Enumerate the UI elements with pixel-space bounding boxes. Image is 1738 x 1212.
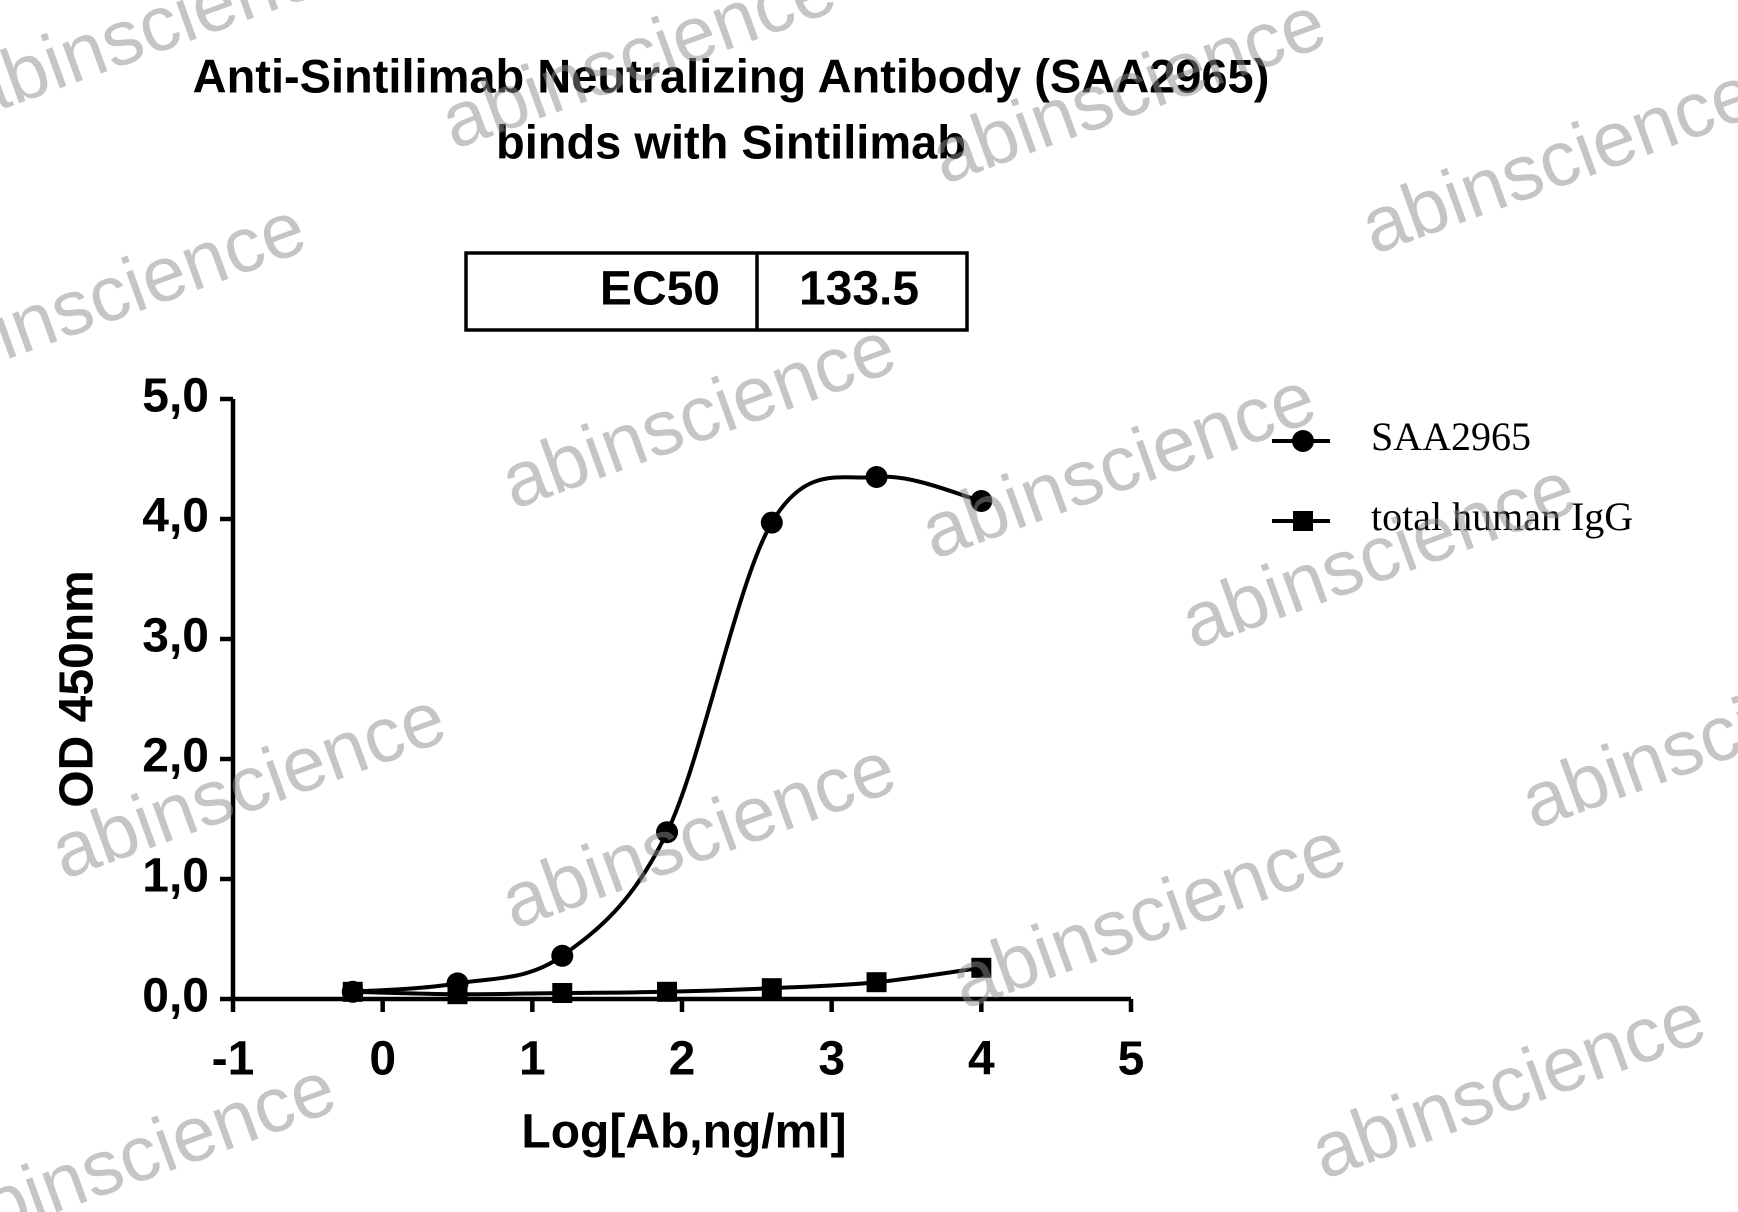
watermark: abinscience [1169,442,1586,666]
watermark: abinscience [489,302,906,526]
y-tick-label: 3,0 [142,610,209,663]
data-point [342,981,363,1002]
chart-title: Anti-Sintilimab Neutralizing Antibody (S… [193,49,1270,102]
data-point [551,944,574,967]
x-tick-label: 0 [369,1033,396,1086]
data-point [447,984,468,1005]
data-point [657,981,678,1002]
y-tick-label: 5,0 [142,370,209,423]
data-point [865,466,888,488]
legend-label: SAA2965 [1371,414,1531,459]
data-point [552,983,573,1003]
data-point [761,978,782,999]
watermark: abinscience [1299,972,1716,1196]
x-tick-label: 2 [669,1033,696,1086]
y-tick-label: 1,0 [142,850,209,903]
watermark: abinscience [0,1042,346,1212]
data-point [970,490,993,512]
watermark: abinscience [939,802,1356,1026]
x-tick-label: 3 [818,1033,845,1086]
watermark: abinscience [489,722,906,946]
legend-marker [1292,430,1314,452]
x-tick-label: 5 [1118,1033,1145,1086]
x-tick-label: -1 [212,1033,255,1086]
ec50-box [464,251,969,332]
x-tick-label: 1 [519,1033,546,1086]
ec50-label: EC50 [600,263,720,316]
y-tick-label: 0,0 [142,970,209,1023]
watermark: abinscience [919,0,1336,201]
data-point [656,821,679,844]
legend-marker [1293,511,1313,531]
legend-label: total human IgG [1371,494,1633,539]
x-axis-title: Log[Ab,ng/ml] [521,1106,846,1159]
watermark: abinscience [909,352,1326,576]
x-tick-label: 4 [968,1033,995,1086]
y-axis-title: OD 450nm [51,570,104,807]
watermark: abinscience [1349,47,1738,271]
ec50-value: 133.5 [799,263,919,316]
watermark: abinscience [1509,622,1738,846]
data-point [760,511,783,534]
y-tick-label: 2,0 [142,730,209,783]
chart-title: binds with Sintilimab [496,115,966,168]
data-point [866,972,887,993]
data-point [971,957,992,978]
y-tick-label: 4,0 [142,490,209,543]
